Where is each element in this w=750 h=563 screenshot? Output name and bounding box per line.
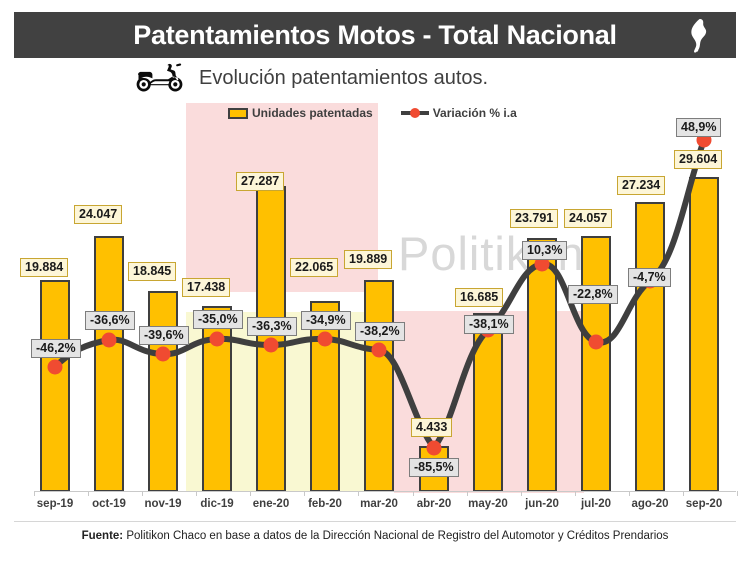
bar-value-label-ene-20: 27.287 [236,172,284,191]
x-axis-label-8: may-20 [458,498,518,510]
bar-jul-20 [581,236,611,492]
chart-page: Patentamientos Motos - Total Nacional Ev… [0,0,750,563]
x-axis-label-0: sep-19 [25,498,85,510]
variation-label-ene-20: -36,3% [247,317,297,336]
variation-label-nov-19: -39,6% [139,326,189,345]
footer-source-text: Politikon Chaco en base a datos de la Di… [123,530,668,542]
bar-jun-20 [527,238,557,492]
x-tick [629,491,630,496]
bar-sep-19 [40,280,70,492]
footer-source-prefix: Fuente: [82,530,124,542]
bar-value-label-nov-19: 18.845 [128,262,176,281]
bar-value-label-abr-20: 4.433 [411,418,452,437]
x-axis-label-4: ene-20 [241,498,301,510]
bar-nov-19 [148,291,178,492]
bar-swatch-icon [228,108,248,119]
legend-label-line: Variación % i.a [433,106,517,120]
x-axis-label-5: feb-20 [295,498,355,510]
legend-label-bars: Unidades patentadas [252,106,373,120]
variation-label-jul-20: -22,8% [568,285,618,304]
legend-item-line: Variación % i.a [401,106,517,120]
bar-oct-19 [94,236,124,492]
bar-value-label-sep-19: 19.884 [20,258,68,277]
bar-value-label-feb-20: 22.065 [290,258,338,277]
bar-value-label-oct-19: 24.047 [74,205,122,224]
x-axis-label-7: abr-20 [404,498,464,510]
x-axis-label-6: mar-20 [349,498,409,510]
bar-value-label-jun-20: 23.791 [510,209,558,228]
x-tick [358,491,359,496]
x-tick [88,491,89,496]
bar-dic-19 [202,306,232,492]
x-tick [196,491,197,496]
x-tick [250,491,251,496]
variation-label-sep-20: 48,9% [676,118,721,137]
variation-label-sep-19: -46,2% [31,339,81,358]
x-tick [683,491,684,496]
x-axis-label-9: jun-20 [512,498,572,510]
x-tick [413,491,414,496]
x-axis-label-10: jul-20 [566,498,626,510]
x-tick [467,491,468,496]
bar-may-20 [473,313,503,492]
bar-value-label-ago-20: 27.234 [617,176,665,195]
footer-source: Fuente: Politikon Chaco en base a datos … [0,530,750,542]
variation-label-oct-19: -36,6% [85,311,135,330]
bar-sep-20 [689,177,719,492]
variation-label-abr-20: -85,5% [409,458,459,477]
x-axis-label-2: nov-19 [133,498,193,510]
variation-label-feb-20: -34,9% [301,311,351,330]
variation-label-may-20: -38,1% [464,315,514,334]
x-axis-label-3: dic-19 [187,498,247,510]
bar-value-label-jul-20: 24.057 [564,209,612,228]
x-axis-line [34,491,736,492]
bar-mar-20 [364,280,394,492]
x-tick [575,491,576,496]
x-axis-label-11: ago-20 [620,498,680,510]
bar-value-label-dic-19: 17.438 [182,278,230,297]
x-axis-label-1: oct-19 [79,498,139,510]
legend-item-bars: Unidades patentadas [228,106,373,120]
bar-ago-20 [635,202,665,492]
x-tick [142,491,143,496]
x-axis-label-12: sep-20 [674,498,734,510]
variation-label-jun-20: 10,3% [522,241,567,260]
bar-value-label-sep-20: 29.604 [674,150,722,169]
bar-ene-20 [256,186,286,492]
x-tick [521,491,522,496]
chart-legend: Unidades patentadas Variación % i.a [228,106,517,120]
bar-value-label-mar-20: 19.889 [344,250,392,269]
x-tick [34,491,35,496]
plot-area: Politikon sep-19 oct-19 nov-19 [0,0,750,563]
line-swatch-icon [401,107,429,119]
footer-divider [14,521,736,522]
variation-label-dic-19: -35,0% [193,310,243,329]
x-tick [304,491,305,496]
x-tick [737,491,738,496]
bar-value-label-may-20: 16.685 [455,288,503,307]
variation-label-ago-20: -4,7% [628,268,671,287]
variation-label-mar-20: -38,2% [355,322,405,341]
